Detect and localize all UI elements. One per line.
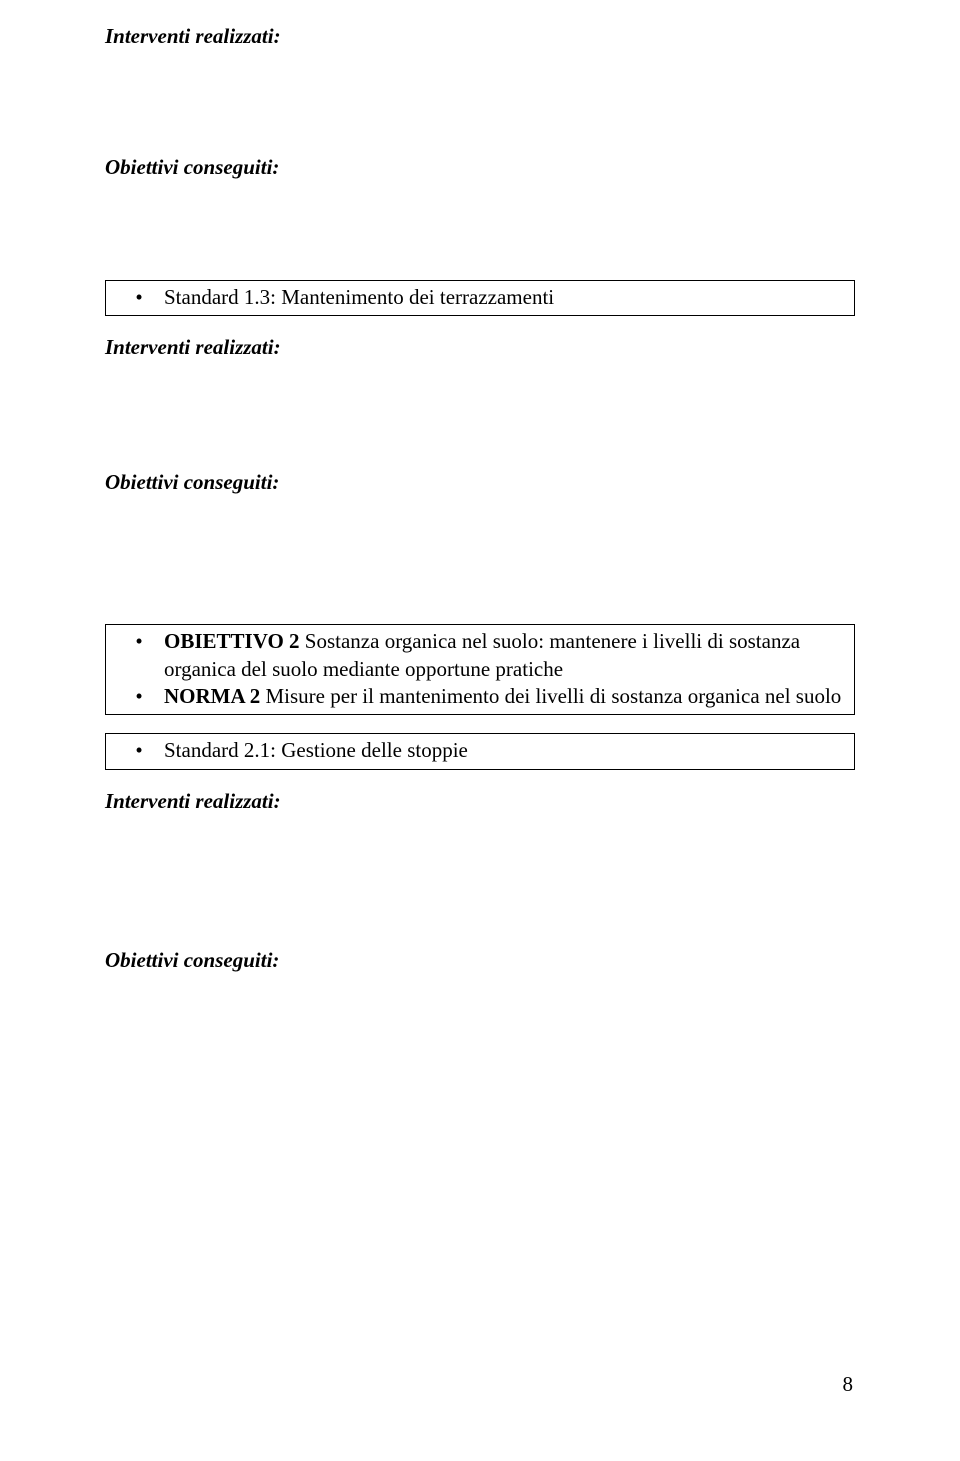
list-item-text: Standard 1.3: Mantenimento dei terrazzam…	[164, 284, 846, 311]
bold-prefix: OBIETTIVO 2	[164, 629, 300, 653]
bullet-icon: •	[114, 628, 164, 655]
spacer	[105, 770, 855, 788]
heading-obiettivi-1: Obiettivi conseguiti:	[105, 154, 855, 181]
rest-text: Misure per il mantenimento dei livelli d…	[260, 684, 841, 708]
bold-prefix: NORMA 2	[164, 684, 260, 708]
heading-interventi-2: Interventi realizzati:	[105, 334, 855, 361]
list-item: • NORMA 2 Misure per il mantenimento dei…	[114, 683, 846, 710]
list-item-text: OBIETTIVO 2 Sostanza organica nel suolo:…	[164, 628, 846, 683]
list-item: • OBIETTIVO 2 Sostanza organica nel suol…	[114, 628, 846, 683]
heading-obiettivi-3: Obiettivi conseguiti:	[105, 947, 855, 974]
list-item-text: NORMA 2 Misure per il mantenimento dei l…	[164, 683, 846, 710]
page-number: 8	[843, 1371, 854, 1398]
spacer	[105, 50, 855, 154]
bullet-icon: •	[114, 284, 164, 311]
heading-obiettivi-2: Obiettivi conseguiti:	[105, 469, 855, 496]
list-item: • Standard 1.3: Mantenimento dei terrazz…	[114, 284, 846, 311]
standard-box-2: • Standard 2.1: Gestione delle stoppie	[105, 733, 855, 769]
spacer	[105, 182, 855, 280]
bullet-icon: •	[114, 737, 164, 764]
heading-interventi-1: Interventi realizzati:	[105, 23, 855, 50]
bullet-icon: •	[114, 683, 164, 710]
spacer	[105, 361, 855, 469]
list-item-text: Standard 2.1: Gestione delle stoppie	[164, 737, 846, 764]
obiettivo-norma-box: • OBIETTIVO 2 Sostanza organica nel suol…	[105, 624, 855, 715]
document-page: Interventi realizzati: Obiettivi consegu…	[0, 0, 960, 1461]
spacer	[105, 496, 855, 624]
spacer	[105, 715, 855, 733]
spacer	[105, 815, 855, 947]
heading-interventi-3: Interventi realizzati:	[105, 788, 855, 815]
spacer	[105, 316, 855, 334]
standard-box-1: • Standard 1.3: Mantenimento dei terrazz…	[105, 280, 855, 316]
list-item: • Standard 2.1: Gestione delle stoppie	[114, 737, 846, 764]
